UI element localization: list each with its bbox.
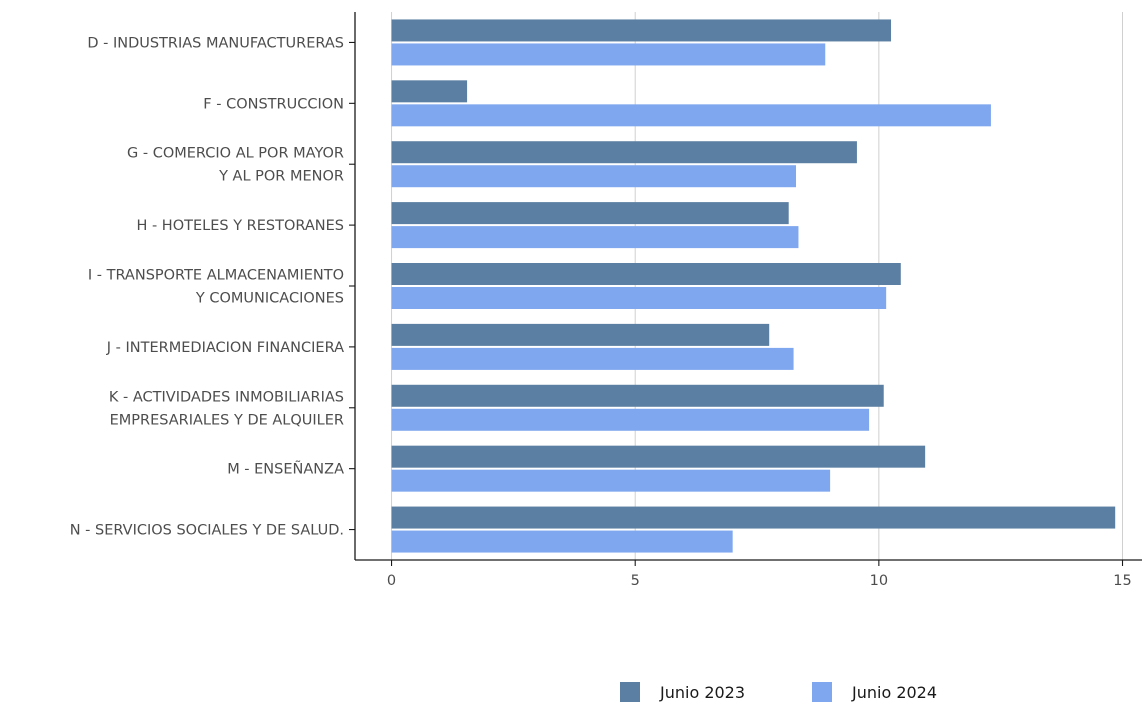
category-label-line: M - ENSEÑANZA (227, 461, 344, 478)
bar-junio-2023-6[interactable] (391, 384, 884, 407)
category-labels: D - INDUSTRIAS MANUFACTURERAS F - CONSTRU… (70, 35, 344, 538)
category-label-6: K - ACTIVIDADES INMOBILIARIAS EMPRESARIAL… (109, 389, 344, 428)
category-label-5: J - INTERMEDIACION FINANCIERA (106, 340, 344, 356)
legend-item-junio-2023[interactable]: Junio 2023 (620, 682, 745, 702)
bar-junio-2024-3[interactable] (391, 226, 799, 249)
bar-junio-2023-3[interactable] (391, 202, 789, 225)
category-label-line: F - CONSTRUCCION (203, 96, 344, 112)
category-label-line: K - ACTIVIDADES INMOBILIARIAS (109, 389, 344, 405)
category-label-7: M - ENSEÑANZA (227, 461, 344, 478)
legend[interactable]: Junio 2023 Junio 2024 (620, 682, 937, 702)
category-label-0: D - INDUSTRIAS MANUFACTURERAS (87, 35, 344, 51)
bar-junio-2024-2[interactable] (391, 165, 797, 188)
category-label-line: G - COMERCIO AL POR MAYOR (127, 146, 344, 162)
category-label-line: H - HOTELES Y RESTORANES (136, 218, 344, 234)
axes (349, 12, 1142, 566)
legend-label: Junio 2023 (659, 683, 745, 702)
bar-junio-2024-8[interactable] (391, 530, 733, 553)
category-label-line: I - TRANSPORTE ALMACENAMIENTO (88, 268, 344, 284)
category-label-line: Y COMUNICACIONES (195, 291, 344, 307)
category-label-1: F - CONSTRUCCION (203, 96, 344, 112)
x-tick-label-5: 5 (631, 573, 640, 589)
bar-junio-2023-5[interactable] (391, 323, 770, 346)
x-tick-labels: 0 5 10 15 (387, 573, 1132, 589)
x-tick-label-15: 15 (1113, 573, 1131, 589)
bar-junio-2024-1[interactable] (391, 104, 991, 127)
category-label-line: D - INDUSTRIAS MANUFACTURERAS (87, 35, 344, 51)
bar-junio-2024-5[interactable] (391, 347, 794, 370)
category-label-line: N - SERVICIOS SOCIALES Y DE SALUD. (70, 523, 344, 539)
category-label-line: EMPRESARIALES Y DE ALQUILER (110, 412, 344, 428)
bar-junio-2023-8[interactable] (391, 506, 1116, 529)
legend-swatch (620, 682, 640, 702)
legend-item-junio-2024[interactable]: Junio 2024 (812, 682, 937, 702)
bar-junio-2024-6[interactable] (391, 408, 870, 431)
bar-junio-2023-7[interactable] (391, 445, 926, 468)
x-tick-label-10: 10 (870, 573, 888, 589)
bars (391, 19, 1116, 553)
legend-label: Junio 2024 (851, 683, 937, 702)
legend-swatch (812, 682, 832, 702)
category-label-line: Y AL POR MENOR (218, 169, 344, 185)
bar-junio-2023-4[interactable] (391, 263, 901, 285)
bar-junio-2023-2[interactable] (391, 141, 857, 164)
bar-junio-2024-0[interactable] (391, 43, 826, 66)
bar-junio-2024-7[interactable] (391, 469, 831, 492)
category-label-2: G - COMERCIO AL POR MAYOR Y AL POR MENOR (127, 146, 344, 185)
bar-junio-2023-0[interactable] (391, 19, 892, 42)
category-label-line: J - INTERMEDIACION FINANCIERA (106, 340, 344, 356)
bar-junio-2024-4[interactable] (391, 287, 887, 309)
bar-junio-2023-1[interactable] (391, 80, 468, 103)
grid-lines (391, 12, 1124, 560)
category-label-3: H - HOTELES Y RESTORANES (136, 218, 344, 234)
category-label-8: N - SERVICIOS SOCIALES Y DE SALUD. (70, 523, 344, 539)
x-tick-label-0: 0 (387, 573, 396, 589)
category-label-4: I - TRANSPORTE ALMACENAMIENTO Y COMUNICAC… (88, 268, 344, 307)
